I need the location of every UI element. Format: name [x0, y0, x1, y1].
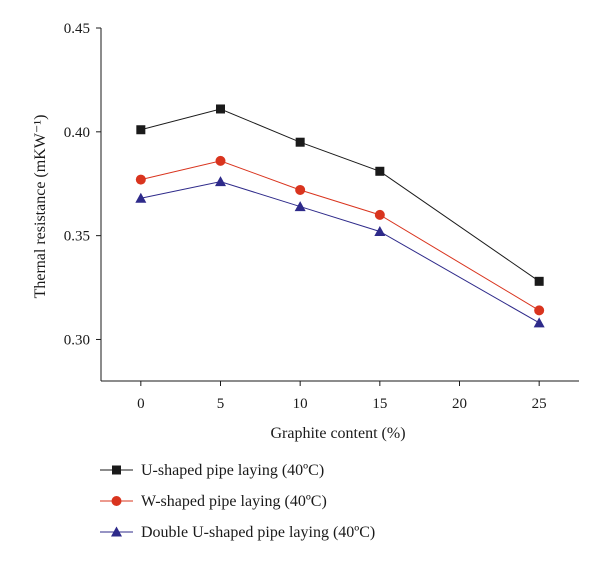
legend-item: Double U-shaped pipe laying (40ºC) — [100, 524, 375, 541]
x-tick-label: 15 — [372, 396, 387, 412]
x-tick-label: 20 — [452, 396, 467, 412]
y-axis-title: Thernal resistance (mKW⁻¹) — [32, 115, 49, 299]
y-tick-label: 0.35 — [64, 229, 90, 245]
axes — [100, 28, 579, 382]
x-tick-label: 25 — [532, 396, 547, 412]
data-point — [136, 125, 146, 135]
data-point — [295, 184, 306, 195]
series-1 — [136, 104, 544, 286]
x-tick-label: 0 — [137, 396, 145, 412]
legend: U-shaped pipe laying (40ºC) W-shaped pipe… — [100, 462, 375, 541]
y-ticks: 0.30 0.35 0.40 0.45 — [64, 21, 101, 348]
data-point — [135, 174, 146, 185]
series-2 — [135, 155, 545, 316]
data-point — [533, 317, 545, 328]
series-layer — [135, 104, 545, 328]
x-tick-label: 5 — [217, 396, 225, 412]
data-point — [374, 225, 386, 236]
data-point — [375, 166, 385, 176]
legend-label: W-shaped pipe laying (40ºC) — [141, 493, 327, 510]
y-tick-label: 0.45 — [64, 21, 90, 37]
data-point — [135, 192, 147, 203]
x-tick-label: 10 — [293, 396, 308, 412]
data-point — [374, 209, 385, 220]
data-point — [215, 155, 226, 166]
series-3 — [135, 176, 545, 328]
data-point — [111, 526, 122, 537]
data-point — [295, 137, 305, 147]
y-tick-label: 0.30 — [64, 332, 90, 348]
series-line — [140, 160, 540, 311]
data-point — [215, 176, 226, 187]
series-line — [140, 108, 540, 282]
legend-item: U-shaped pipe laying (40ºC) — [100, 462, 324, 479]
data-point — [534, 305, 545, 316]
data-point — [111, 496, 122, 506]
data-point — [112, 465, 121, 475]
y-tick-label: 0.40 — [64, 125, 90, 141]
data-point — [216, 104, 225, 114]
data-point — [294, 201, 306, 212]
data-point — [534, 276, 544, 286]
legend-label: Double U-shaped pipe laying (40ºC) — [141, 524, 375, 541]
legend-label: U-shaped pipe laying (40ºC) — [141, 462, 324, 479]
legend-item: W-shaped pipe laying (40ºC) — [100, 493, 327, 510]
x-ticks: 0 5 10 15 20 25 — [137, 381, 547, 412]
x-axis-title: Graphite content (%) — [270, 425, 405, 442]
